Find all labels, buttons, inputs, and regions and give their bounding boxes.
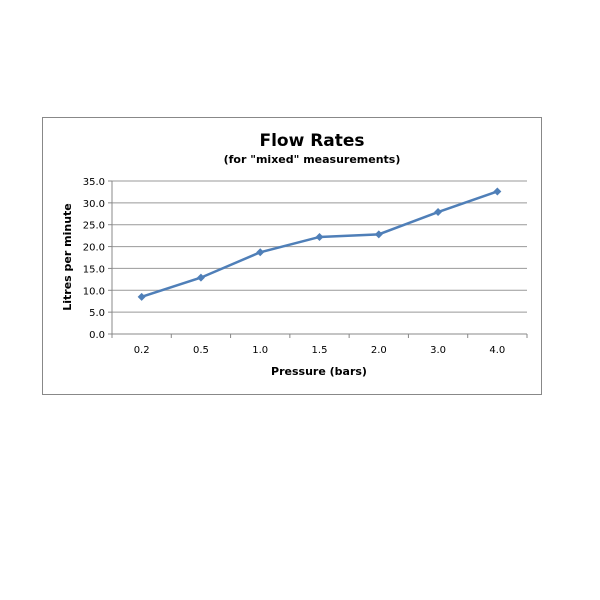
x-axis-label: Pressure (bars)	[271, 365, 367, 378]
y-axis-label: Litres per minute	[61, 203, 74, 311]
series-line	[141, 190, 498, 299]
data-point	[315, 232, 324, 241]
data-point	[137, 292, 146, 301]
chart-subtitle: (for "mixed" measurements)	[224, 153, 401, 166]
x-tick-label: 1.5	[312, 345, 328, 356]
data-point	[256, 248, 265, 257]
y-tick-label: 15.0	[83, 264, 105, 275]
chart-container	[42, 117, 542, 395]
data-point	[493, 187, 502, 196]
data-point	[196, 273, 205, 282]
x-tick-label: 1.0	[252, 345, 268, 356]
y-tick-label: 0.0	[89, 330, 105, 341]
y-tick-label: 30.0	[83, 199, 105, 210]
data-point	[374, 230, 383, 239]
x-tick-label: 2.0	[371, 345, 387, 356]
y-tick-label: 5.0	[89, 308, 105, 319]
y-tick-label: 20.0	[83, 243, 105, 254]
y-tick-label: 25.0	[83, 221, 105, 232]
y-tick-label: 10.0	[83, 286, 105, 297]
chart-title: Flow Rates	[259, 131, 364, 151]
x-tick-label: 0.5	[193, 345, 209, 356]
x-tick-label: 4.0	[489, 345, 505, 356]
x-tick-label: 3.0	[430, 345, 446, 356]
y-tick-label: 35.0	[83, 177, 105, 188]
x-tick-label: 0.2	[134, 345, 150, 356]
data-point	[434, 208, 443, 217]
